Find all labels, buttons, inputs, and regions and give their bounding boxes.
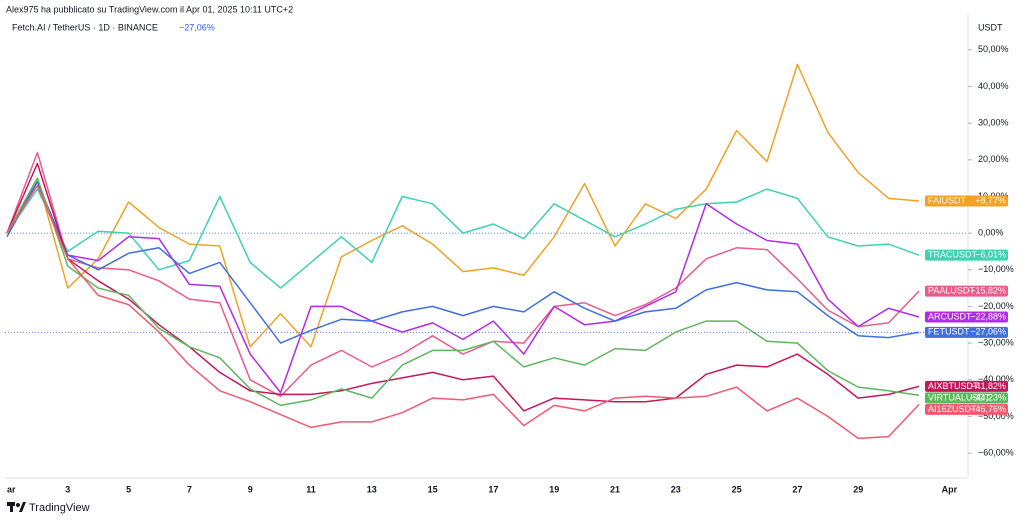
price-label-name: FETUSDT [928,327,970,337]
x-tick-label: 13 [367,484,377,494]
y-tick-label: 0,00% [978,227,1004,237]
price-label-box [925,380,1008,392]
series-line [6,63,920,348]
series-line [6,162,920,412]
price-label-value: −46,76% [970,404,1006,414]
y-tick-label: −60,00% [978,447,1014,457]
price-labels: FAIUSDT +8,77% TRACUSDT−6,01% PAALUSDT−15,8… [925,195,1008,415]
price-label-box [925,311,1008,323]
brand-logo [7,502,26,512]
x-tick-label: ar [7,484,16,494]
price-label-value: +8,77% [975,195,1006,205]
x-tick-label: 5 [126,484,131,494]
series-line [6,177,920,407]
plot-area: 50,00%40,00%30,00%20,00%10,00%0,00%−10,0… [5,44,1014,494]
price-label-name: VIRTUALUSDT [928,392,991,402]
series-line [6,151,920,398]
price-label-name: AI16ZUSDT [928,404,977,414]
y-tick-label: −50,00% [978,411,1014,421]
price-label-value: −44,23% [970,392,1006,402]
series-line [6,188,920,289]
author-line: Alex975 ha pubblicato su TradingView.com… [6,4,293,14]
x-tick-label: 9 [248,484,253,494]
y-tick-label: −30,00% [978,337,1014,347]
y-tick-label: 50,00% [978,44,1009,54]
brand-name: TradingView [29,502,90,514]
price-label-value: −15,82% [970,285,1006,295]
price-label-box [925,403,1008,415]
x-tick-label: 3 [65,484,70,494]
y-tick-label: 40,00% [978,81,1009,91]
x-tick-label: 27 [792,484,802,494]
y-tick-label: −20,00% [978,301,1014,311]
x-tick-label: 11 [306,484,316,494]
price-label-name: FAIUSDT [928,195,967,205]
series-line [6,181,920,344]
x-tick-label: 29 [853,484,863,494]
symbol-info: Fetch.AI / TetherUS · 1D · BINANCE [12,22,158,32]
price-label-name: AIXBTUSDT [928,381,979,391]
price-label-value: −6,01% [975,250,1006,260]
x-tick-label: 21 [610,484,620,494]
series-line [6,184,920,440]
price-label-box [925,392,1008,404]
x-tick-label: 15 [428,484,438,494]
y-tick-label: 30,00% [978,118,1009,128]
price-label-box [925,285,1008,297]
symbol-change: −27,06% [179,22,215,32]
x-tick-label: 23 [671,484,681,494]
x-tick-label: 17 [488,484,498,494]
price-label-value: −41,82% [970,381,1006,391]
price-label-name: PAALUSDT [928,285,975,295]
price-label-box [925,326,1008,338]
axis-unit: USDT [978,22,1003,32]
price-label-name: TRACUSDT [928,250,978,260]
x-tick-label: 19 [549,484,559,494]
series-line [6,181,920,394]
x-tick-label: 7 [187,484,192,494]
x-tick-label: Apr [942,484,958,494]
price-label-box [925,195,1008,207]
y-tick-label: 20,00% [978,154,1009,164]
price-label-value: −22,88% [970,311,1006,321]
price-label-value: −27,06% [970,327,1006,337]
x-tick-label: 25 [732,484,742,494]
price-label-box [925,249,1008,261]
y-tick-label: −10,00% [978,264,1014,274]
price-label-name: ARCUSDT [928,311,972,321]
y-tick-label: −40,00% [978,374,1014,384]
